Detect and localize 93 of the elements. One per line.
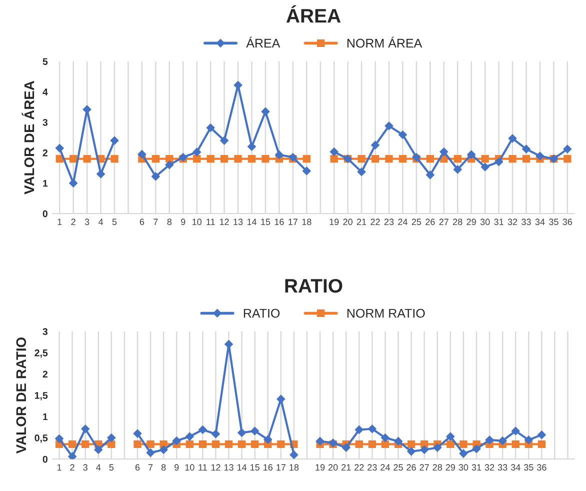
x-tick-label: 16 [264,464,272,471]
x-tick-label: 3 [83,464,88,471]
y-axis-title: VALOR DE RATIO [16,337,26,454]
x-tick-label: 24 [380,464,390,470]
x-tick-label: 14 [247,218,257,225]
x-tick-label: 5 [109,464,114,471]
x-tick-label: 33 [498,464,508,471]
x-tick-label: 24 [398,218,408,225]
legend-label: RATIO [244,308,280,318]
x-tick-label: 34 [535,218,545,226]
chart-title: ÁREA [286,5,341,22]
x-tick-label: 13 [234,218,243,226]
y-tick-label: 1 [43,180,48,187]
x-tick-label: 36 [562,218,572,226]
x-tick-label: 31 [472,464,482,471]
x-tick-label: 8 [167,218,172,226]
x-tick-label: 15 [261,218,270,226]
x-tick-label: 6 [135,464,140,471]
x-tick-label: 19 [316,464,325,471]
legend-label: NORM RATIO [347,308,425,318]
x-tick-label: 20 [343,218,352,226]
x-tick-label: 7 [148,464,153,470]
x-tick-label: 2 [71,218,76,225]
x-tick-label: 20 [328,464,338,471]
x-tick-label: 36 [537,464,546,471]
x-tick-label: 35 [524,464,534,471]
y-tick-label: 0 [42,456,48,463]
x-tick-label: 25 [394,464,403,471]
x-tick-label: 22 [370,218,380,225]
y-tick-label: 4 [42,88,48,96]
x-tick-label: 18 [302,218,312,226]
x-tick-label: 35 [549,218,558,226]
x-tick-label: 9 [174,464,179,471]
x-tick-label: 23 [368,464,377,471]
x-tick-label: 4 [98,218,104,225]
y-tick-label: 1,5 [34,392,48,400]
x-tick-label: 10 [185,464,194,471]
y-tick-label: 1 [43,413,48,420]
x-tick-label: 21 [342,464,351,470]
x-tick-label: 34 [510,464,520,471]
x-tick-label: 32 [484,464,494,471]
x-tick-label: 30 [480,218,490,226]
x-tick-label: 1 [57,464,62,470]
chart-title: RATIO [285,278,342,293]
x-tick-label: 33 [522,218,531,226]
x-tick-label: 31 [494,218,504,226]
y-tick-label: 2,5 [34,349,48,358]
x-tick-label: 28 [432,464,442,471]
x-tick-label: 2 [70,464,74,470]
x-tick-label: 28 [453,218,462,226]
x-tick-label: 21 [356,218,366,225]
x-tick-label: 9 [181,218,186,226]
x-tick-label: 7 [154,218,158,225]
x-tick-label: 23 [384,218,394,226]
y-tick-label: 3 [42,118,48,126]
x-tick-label: 25 [412,218,422,226]
x-tick-label: 1 [58,218,62,225]
x-tick-label: 16 [274,218,284,226]
x-tick-label: 15 [250,464,260,471]
x-tick-label: 4 [96,464,101,470]
y-tick-label: 2 [42,149,48,156]
x-tick-label: 12 [220,218,229,225]
legend-label: ÁREA [246,36,280,48]
x-tick-label: 10 [192,218,202,226]
x-tick-label: 32 [508,218,518,226]
y-tick-label: 0 [42,210,48,218]
x-tick-label: 26 [426,218,435,226]
x-tick-label: 22 [354,464,364,470]
x-tick-label: 12 [211,464,220,470]
x-tick-label: 17 [288,218,298,225]
x-tick-label: 27 [439,218,448,225]
x-tick-label: 13 [224,464,234,471]
x-tick-label: 11 [198,464,207,470]
x-tick-label: 8 [161,464,166,471]
x-tick-label: 29 [446,464,456,471]
y-tick-label: 2 [42,370,48,378]
y-axis-title: VALOR DE ÁREA [22,80,34,194]
y-tick-label: 0,5 [34,434,48,443]
x-tick-label: 27 [420,464,429,470]
x-tick-label: 14 [237,464,247,470]
y-tick-label: 5 [42,58,48,65]
x-tick-label: 19 [330,218,339,226]
legend-label: NORM ÁREA [347,36,422,48]
x-tick-label: 17 [276,464,286,470]
x-tick-label: 3 [84,218,90,226]
x-tick-label: 6 [140,218,144,226]
x-tick-label: 18 [290,464,299,471]
x-tick-label: 26 [406,464,416,471]
x-tick-label: 29 [466,218,476,226]
x-tick-label: 30 [458,464,468,471]
y-tick-label: 3 [42,328,48,336]
x-tick-label: 5 [112,218,117,226]
x-tick-label: 11 [206,218,215,225]
